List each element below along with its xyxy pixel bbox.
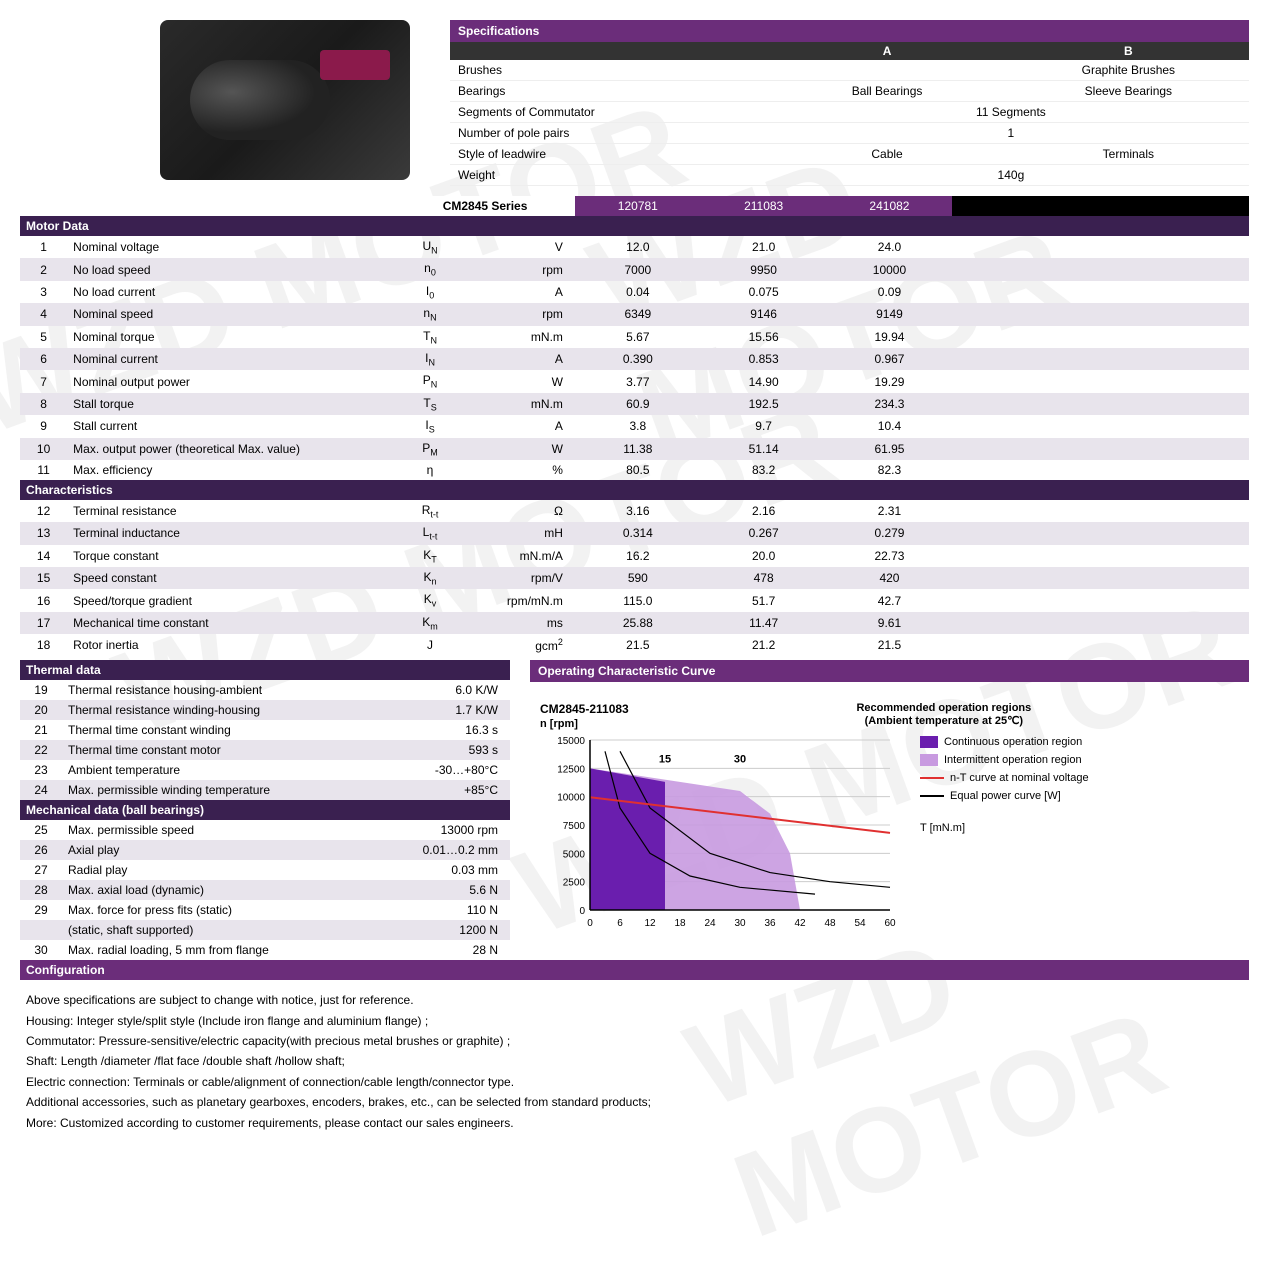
table-row: 14Torque constantKTmN.m/A16.220.022.73 xyxy=(20,545,1249,567)
spec-row: BrushesGraphite Brushes xyxy=(450,60,1249,81)
model-1: 211083 xyxy=(701,196,827,216)
table-row: 3No load currentI0A0.040.0750.09 xyxy=(20,281,1249,303)
spec-col-a: A xyxy=(766,42,1007,60)
svg-text:54: 54 xyxy=(854,918,866,929)
table-row: 5Nominal torqueTNmN.m5.6715.5619.94 xyxy=(20,326,1249,348)
main-data-table: CM2845 Series 120781 211083 241082 Motor… xyxy=(20,196,1249,656)
svg-text:18: 18 xyxy=(674,918,686,929)
table-row: 1Nominal voltageUNV12.021.024.0 xyxy=(20,236,1249,258)
config-line: More: Customized according to customer r… xyxy=(26,1113,1243,1133)
table-row: 4Nominal speednNrpm634991469149 xyxy=(20,303,1249,325)
operating-curve-chart: CM2845-211083 n [rpm] Recommended operat… xyxy=(530,682,1249,950)
svg-text:6: 6 xyxy=(617,918,623,929)
svg-text:0: 0 xyxy=(587,918,593,929)
chart-plot: 0 2500 5000 7500 10000 12500 15000 0 6 12 18 24 30 36… xyxy=(540,730,900,930)
table-row: 8Stall torqueTSmN.m60.9192.5234.3 xyxy=(20,393,1249,415)
config-line: Shaft: Length /diameter /flat face /doub… xyxy=(26,1051,1243,1071)
table-row: 24Max. permissible winding temperature+8… xyxy=(20,780,510,800)
svg-text:15000: 15000 xyxy=(557,736,585,747)
config-line: Above specifications are subject to chan… xyxy=(26,990,1243,1010)
table-row: 29Max. force for press fits (static)110 … xyxy=(20,900,510,920)
table-row: 30Max. radial loading, 5 mm from flange2… xyxy=(20,940,510,960)
spec-row: Weight140g xyxy=(450,165,1249,186)
config-line: Commutator: Pressure-sensitive/electric … xyxy=(26,1031,1243,1051)
chart-ylabel: n [rpm] xyxy=(540,718,629,730)
table-row: 19Thermal resistance housing-ambient6.0 … xyxy=(20,680,510,700)
series-label: CM2845 Series xyxy=(395,196,575,216)
table-row: 20Thermal resistance winding-housing1.7 … xyxy=(20,700,510,720)
chart-title: CM2845-211083 xyxy=(540,702,629,716)
configuration-text: Above specifications are subject to chan… xyxy=(20,980,1249,1143)
spec-row: BearingsBall BearingsSleeve Bearings xyxy=(450,81,1249,102)
table-row: 12Terminal resistanceRt-tΩ3.162.162.31 xyxy=(20,500,1249,522)
table-row: 15Speed constantKnrpm/V590478420 xyxy=(20,567,1249,589)
chart-legend: Continuous operation region Intermittent … xyxy=(920,730,1089,930)
svg-text:42: 42 xyxy=(794,918,806,929)
table-row: 7Nominal output powerPNW3.7714.9019.29 xyxy=(20,370,1249,392)
svg-text:10000: 10000 xyxy=(557,793,585,804)
table-row: 25Max. permissible speed13000 rpm xyxy=(20,820,510,840)
spec-row: Number of pole pairs1 xyxy=(450,123,1249,144)
spec-row: Style of leadwireCableTerminals xyxy=(450,144,1249,165)
regions-title: Recommended operation regions xyxy=(649,702,1239,714)
spec-col-b: B xyxy=(1008,42,1249,60)
config-line: Additional accessories, such as planetar… xyxy=(26,1092,1243,1112)
svg-text:12: 12 xyxy=(644,918,656,929)
regions-sub: (Ambient temperature at 25℃) xyxy=(649,714,1239,727)
table-row: 13Terminal inductanceLt-tmH0.3140.2670.2… xyxy=(20,522,1249,544)
series-row: CM2845 Series 120781 211083 241082 xyxy=(20,196,1249,216)
table-row: 22Thermal time constant motor593 s xyxy=(20,740,510,760)
table-row: 23Ambient temperature-30…+80°C xyxy=(20,760,510,780)
svg-text:15: 15 xyxy=(659,754,671,766)
legend-item: Equal power curve [W] xyxy=(920,790,1089,802)
thermal-table: Thermal data 19Thermal resistance housin… xyxy=(20,660,510,960)
legend-item: n-T curve at nominal voltage xyxy=(920,772,1089,784)
svg-text:48: 48 xyxy=(824,918,836,929)
legend-item: Intermittent operation region xyxy=(920,754,1089,766)
svg-text:2500: 2500 xyxy=(563,878,586,889)
svg-text:7500: 7500 xyxy=(563,821,586,832)
table-row: 18Rotor inertiaJgcm221.521.221.5 xyxy=(20,634,1249,656)
chart-xlabel: T [mN.m] xyxy=(920,822,1089,834)
config-title: Configuration xyxy=(20,960,1249,980)
model-2: 241082 xyxy=(827,196,953,216)
svg-text:12500: 12500 xyxy=(557,765,585,776)
table-row: 27Radial play0.03 mm xyxy=(20,860,510,880)
legend-item: Continuous operation region xyxy=(920,736,1089,748)
spec-title: Specifications xyxy=(450,20,1249,42)
svg-text:24: 24 xyxy=(704,918,716,929)
table-row: 28Max. axial load (dynamic)5.6 N xyxy=(20,880,510,900)
table-row: 2No load speedn0rpm7000995010000 xyxy=(20,258,1249,280)
table-row: 9Stall currentISA3.89.710.4 xyxy=(20,415,1249,437)
model-0: 120781 xyxy=(575,196,701,216)
spec-row: Segments of Commutator11 Segments xyxy=(450,102,1249,123)
svg-text:5000: 5000 xyxy=(563,850,586,861)
table-row: 16Speed/torque gradientKvrpm/mN.m115.051… xyxy=(20,589,1249,611)
svg-text:30: 30 xyxy=(734,754,746,766)
thermal-title: Thermal data xyxy=(20,660,510,680)
table-row: 6Nominal currentINA0.3900.8530.967 xyxy=(20,348,1249,370)
table-row: 17Mechanical time constantKmms25.8811.47… xyxy=(20,612,1249,634)
mechanical-title: Mechanical data (ball bearings) xyxy=(20,800,510,820)
svg-text:30: 30 xyxy=(734,918,746,929)
config-line: Housing: Integer style/split style (Incl… xyxy=(26,1011,1243,1031)
table-row: 11Max. efficiencyη%80.583.282.3 xyxy=(20,460,1249,480)
config-line: Electric connection: Terminals or cable/… xyxy=(26,1072,1243,1092)
table-row: 26Axial play0.01…0.2 mm xyxy=(20,840,510,860)
svg-text:0: 0 xyxy=(579,906,585,917)
specifications-table: Specifications A B BrushesGraphite Brush… xyxy=(450,20,1249,186)
table-row: 21Thermal time constant winding16.3 s xyxy=(20,720,510,740)
motor-product-image xyxy=(160,20,410,180)
svg-text:60: 60 xyxy=(884,918,896,929)
svg-text:36: 36 xyxy=(764,918,776,929)
curve-header: Operating Characteristic Curve xyxy=(530,660,1249,682)
table-row: (static, shaft supported)1200 N xyxy=(20,920,510,940)
table-row: 10Max. output power (theoretical Max. va… xyxy=(20,438,1249,460)
